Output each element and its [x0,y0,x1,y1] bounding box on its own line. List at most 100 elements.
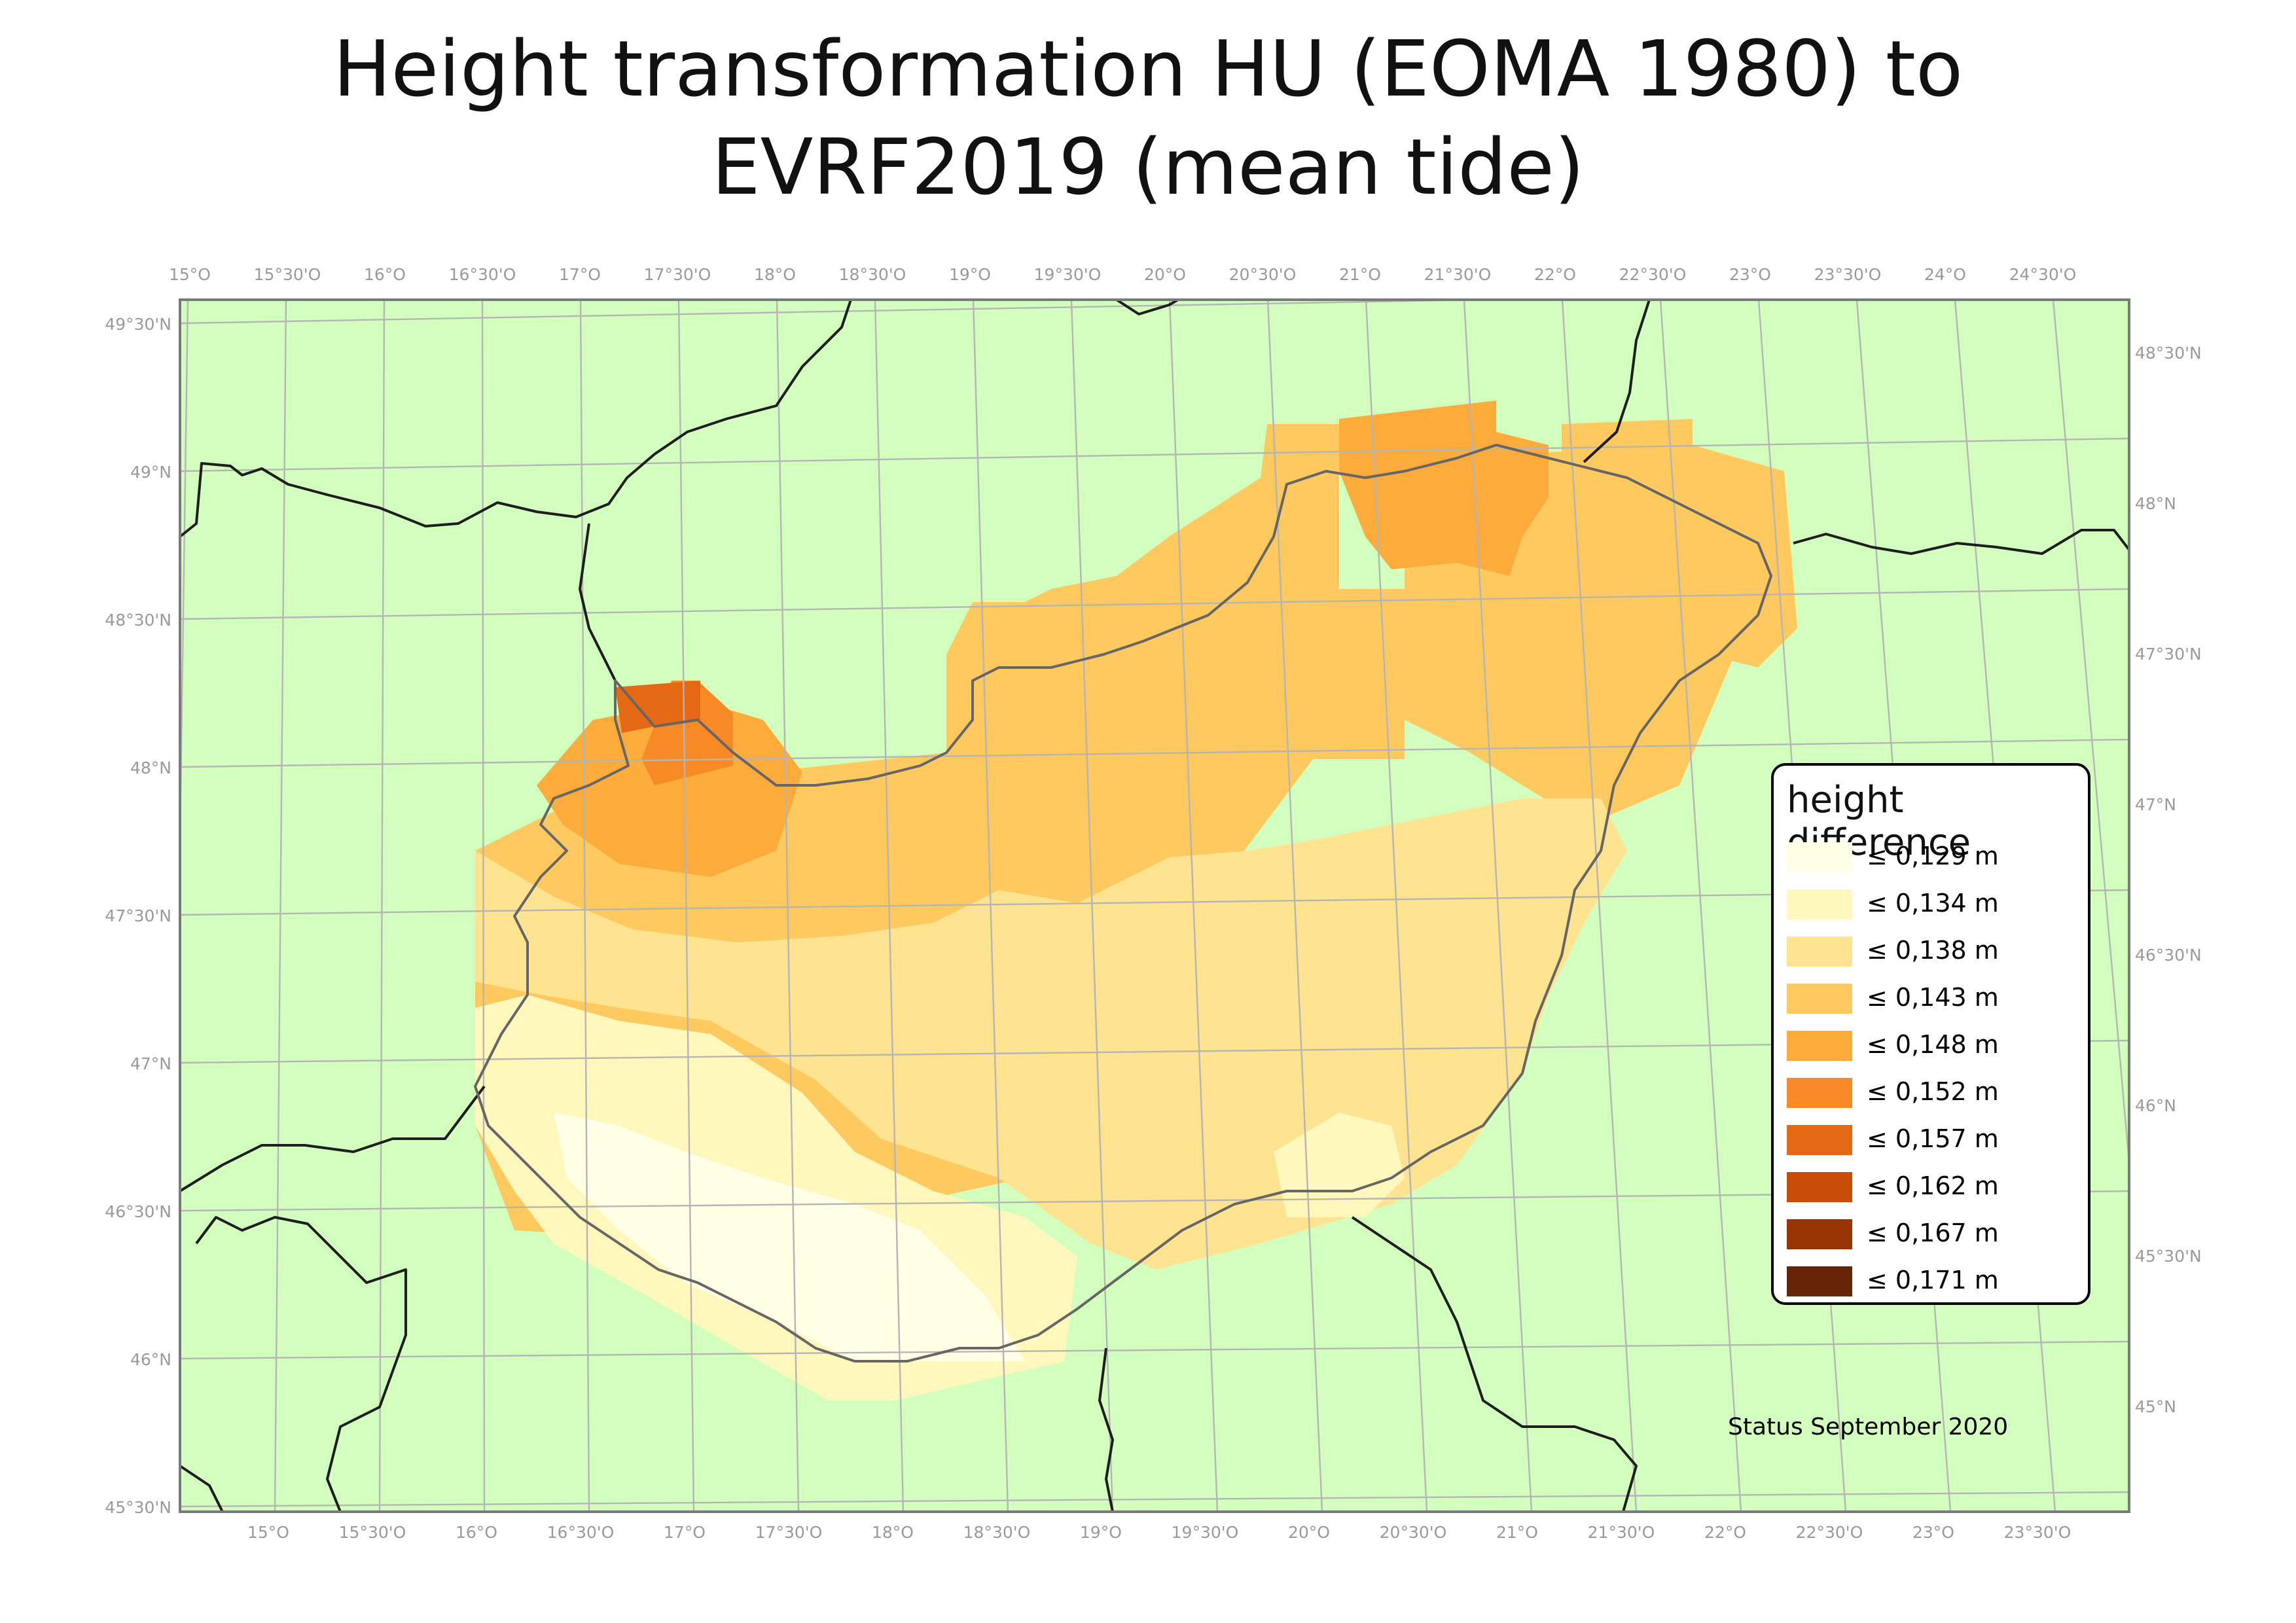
bottom-tick-label: 20°30'O [1380,1523,1447,1542]
top-tick-label: 17°30'O [644,265,711,284]
left-tick-label: 48°N [130,758,171,777]
top-tick-label: 21°30'O [1424,265,1492,284]
border-ua-ro-east [1793,529,2129,555]
legend-swatch [1787,1219,1852,1249]
legend-label: ≤ 0,138 m [1867,936,1999,965]
top-tick-label: 18°30'O [839,265,906,284]
top-tick-label: 23°O [1729,265,1771,284]
bottom-tick-label: 23°O [1912,1523,1954,1542]
top-tick-label: 20°30'O [1229,265,1297,284]
country-borders [180,300,2129,1512]
bottom-tick-label: 22°30'O [1796,1523,1863,1542]
top-tick-label: 24°O [1924,265,1966,284]
legend-swatch [1787,1172,1852,1202]
left-tick-label: 46°N [130,1350,171,1369]
top-tick-label: 15°O [169,265,211,284]
bottom-tick-label: 16°O [456,1523,497,1542]
border-hr-west [180,1085,486,1192]
left-tick-label: 48°30'N [105,611,171,630]
meridian-line [1463,300,1533,1512]
bottom-tick-label: 17°30'O [755,1523,823,1542]
meridian-line [481,300,486,1512]
meridian-line [1168,300,1219,1512]
legend-item: ≤ 0,157 m [1787,1120,2081,1160]
border-rs-ro [1351,1216,1638,1512]
bottom-tick-label: 16°30'O [547,1523,615,1542]
right-tick-label: 47°N [2135,795,2176,814]
top-tick-label: 22°O [1534,265,1576,284]
top-tick-label: 20°O [1144,265,1186,284]
zone-0129 [554,1113,1025,1361]
meridian-line [1365,300,1428,1512]
bottom-tick-label: 18°30'O [963,1523,1031,1542]
zone-0148-west [537,700,802,877]
left-tick-labels: 49°30'N 49°N 48°30'N 48°N 47°30'N 47°N 46°30'N… [105,315,171,1517]
meridian-line [579,300,590,1512]
meridian-line [1266,300,1323,1512]
top-tick-label: 22°30'O [1619,265,1687,284]
legend-swatch [1787,1031,1852,1061]
legend-swatch [1787,842,1852,872]
hungary-border [474,444,1772,1363]
left-tick-label: 49°30'N [105,315,171,334]
bottom-tick-label: 19°O [1080,1523,1122,1542]
map-title: Height transformation HU (EOMA 1980) to … [0,20,2296,216]
top-tick-label: 23°30'O [1814,265,1882,284]
legend-label: ≤ 0,167 m [1867,1219,1999,1247]
right-tick-labels: 48°30'N 48°N 47°30'N 47°N 46°30'N 46°N 45°30'N… [2135,344,2202,1416]
meridian-line [776,300,800,1512]
legend-label: ≤ 0,152 m [1867,1077,1999,1106]
right-tick-label: 46°N [2135,1096,2176,1115]
legend-label: ≤ 0,162 m [1867,1171,1999,1200]
right-tick-label: 46°30'N [2135,946,2202,965]
top-tick-label: 24°30'O [2009,265,2077,284]
right-tick-label: 47°30'N [2135,645,2202,664]
meridian-line [1561,300,1638,1512]
legend-item: ≤ 0,134 m [1787,885,2081,924]
legend-label: ≤ 0,143 m [1867,983,1999,1012]
top-tick-label: 19°O [949,265,991,284]
meridian-line [180,300,189,893]
left-tick-label: 47°N [130,1054,171,1073]
legend-item: ≤ 0,152 m [1787,1073,2081,1113]
legend-label: ≤ 0,148 m [1867,1030,1999,1059]
bottom-tick-label: 22°O [1704,1523,1746,1542]
legend-item: ≤ 0,148 m [1787,1026,2081,1065]
parallel-line [180,588,2129,620]
legend-swatch [1787,889,1852,919]
legend-item: ≤ 0,143 m [1787,979,2081,1018]
border-sk-ua [1583,300,1651,463]
title-line-1: Height transformation HU (EOMA 1980) to [332,24,1964,114]
border-at-hu-north [579,523,617,681]
left-tick-label: 47°30'N [105,906,171,925]
right-tick-label: 45°30'N [2135,1247,2202,1266]
bottom-tick-label: 21°O [1496,1523,1538,1542]
meridian-line [274,300,287,1512]
zone-0157 [615,681,700,733]
top-tick-label: 18°O [754,265,796,284]
legend-swatch [1787,1266,1852,1296]
legend-label: ≤ 0,157 m [1867,1124,1999,1153]
legend-swatch [1787,936,1852,967]
status-text: Status September 2020 [1728,1414,2009,1440]
parallel-line [180,300,1523,325]
bottom-tick-labels: 15°O 15°30'O 16°O 16°30'O 17°O 17°30'O 18°O 18°… [247,1523,2071,1542]
meridian-line [378,300,386,1512]
top-tick-label: 16°O [364,265,406,284]
left-tick-label: 46°30'N [105,1202,171,1221]
border-at-si [180,1465,224,1512]
bottom-tick-label: 23°30'O [2004,1523,2072,1542]
meridian-line [972,300,1009,1512]
border-cz-sk-at [180,300,852,538]
bottom-tick-label: 17°O [664,1523,706,1542]
legend-item: ≤ 0,171 m [1787,1262,2081,1301]
legend-item: ≤ 0,167 m [1787,1215,2081,1254]
legend-swatch [1787,984,1852,1014]
legend-item: ≤ 0,162 m [1787,1168,2081,1207]
bottom-tick-label: 15°30'O [339,1523,406,1542]
title-line-2: EVRF2019 (mean tide) [711,122,1585,212]
border-si-hr [195,1216,407,1512]
top-tick-label: 17°O [559,265,601,284]
legend: height difference ≤ 0,129 m ≤ 0,134 m ≤ 0,… [1771,763,2090,1305]
right-tick-label: 48°30'N [2135,344,2202,363]
